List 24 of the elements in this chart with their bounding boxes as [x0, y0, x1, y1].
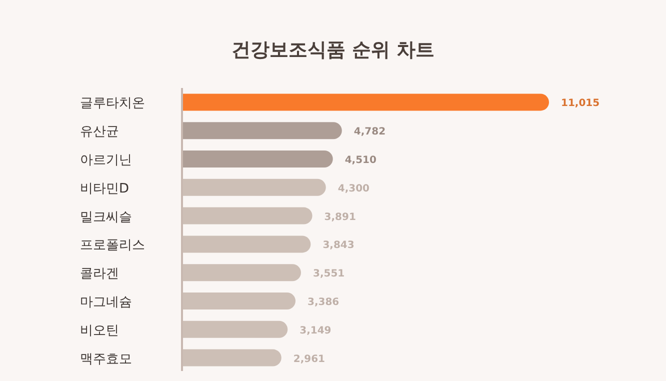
data-label: 3,843 [322, 240, 354, 252]
y-tick-label: 맥주효모 [80, 352, 132, 367]
data-label: 11,015 [561, 98, 600, 110]
chart-title: 건강보조식품 순위 차트 [231, 39, 435, 61]
bar [183, 94, 549, 111]
y-tick-label: 비타민D [80, 181, 130, 196]
data-label: 3,551 [312, 268, 345, 280]
y-tick-label: 프로폴리스 [80, 238, 145, 254]
y-tick-label: 콜라겐 [80, 266, 119, 282]
y-tick-label: 글루타치온 [80, 96, 145, 112]
data-label: 4,300 [338, 183, 370, 194]
y-tick-label: 비오틴 [80, 323, 119, 338]
data-label: 3,891 [324, 212, 356, 223]
data-label: 3,149 [300, 325, 332, 336]
data-label: 2,961 [293, 354, 326, 365]
y-tick-label: 유산균 [80, 124, 119, 140]
y-tick-label: 밀크씨슬 [80, 210, 132, 225]
data-label: 4,782 [354, 126, 386, 138]
y-tick-label: 마그네슘 [80, 295, 132, 310]
bar [183, 150, 333, 168]
data-label: 4,510 [344, 155, 377, 166]
y-tick-label: 아르기닌 [80, 153, 132, 168]
data-label: 3,386 [308, 297, 340, 308]
bar [183, 122, 342, 140]
